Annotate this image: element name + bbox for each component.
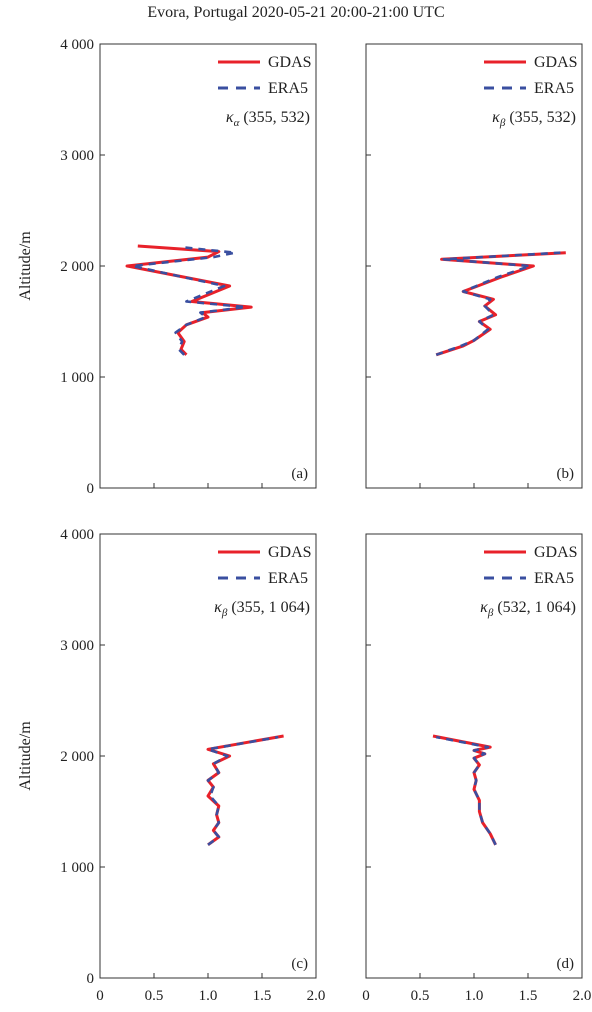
- legend-label-gdas: GDAS: [268, 54, 312, 71]
- legend-label-gdas: GDAS: [534, 54, 578, 71]
- y-tick-label: 0: [87, 971, 95, 987]
- panel-4: 0 0.5 1.0 1.5 2.0 GDAS ERA5 κβ (532, 1 064) (d): [362, 533, 592, 1004]
- y-tick-label: 3 000: [60, 148, 94, 164]
- panel-1: 0 1 000 2 000 3 000 4 000 Altitude/m GDAS ERA5 κ…: [17, 37, 317, 497]
- legend-label-era5: ERA5: [534, 570, 574, 587]
- y-tick-label: 1 000: [60, 860, 94, 876]
- panel-label: (d): [557, 956, 575, 972]
- x-tick-label: 1.5: [519, 988, 538, 1004]
- x-tick-label: 0: [362, 988, 370, 1004]
- y-tick-label: 2 000: [60, 749, 94, 765]
- x-tick-label: 0.5: [411, 988, 430, 1004]
- kappa-annotation: κβ (355, 532): [492, 109, 576, 129]
- y-tick-label: 4 000: [60, 527, 94, 543]
- series-line-era5: [435, 251, 561, 357]
- series-line-era5: [206, 735, 279, 846]
- legend-label-era5: ERA5: [268, 80, 308, 97]
- series-line-era5: [435, 735, 497, 846]
- panel-2: GDAS ERA5 κβ (355, 532) (b): [365, 43, 583, 489]
- series-line-gdas: [125, 244, 253, 356]
- y-tick-label: 0: [87, 481, 95, 497]
- legend-label-era5: ERA5: [534, 80, 574, 97]
- kappa-annotation: κβ (355, 1 064): [214, 599, 310, 619]
- kappa-annotation: κβ (532, 1 064): [480, 599, 576, 619]
- y-tick-label: 1 000: [60, 370, 94, 386]
- legend-label-era5: ERA5: [268, 570, 308, 587]
- panel-3: 0 1 000 2 000 3 000 4 000 0 0.5 1.0 1.5 2.0 Altitu…: [17, 527, 325, 1004]
- series-line-era5: [131, 245, 248, 356]
- legend-label-gdas: GDAS: [534, 544, 578, 561]
- legend-label-gdas: GDAS: [268, 544, 312, 561]
- x-tick-label: 0.5: [145, 988, 164, 1004]
- panel-label: (b): [557, 466, 575, 482]
- x-tick-label: 2.0: [573, 988, 592, 1004]
- x-tick-label: 1.0: [199, 988, 218, 1004]
- x-tick-label: 0: [96, 988, 104, 1004]
- y-tick-label: 3 000: [60, 638, 94, 654]
- kappa-annotation: κα (355, 532): [226, 109, 310, 129]
- x-tick-label: 1.0: [465, 988, 484, 1004]
- series-line-gdas: [206, 734, 284, 847]
- y-axis-label: Altitude/m: [17, 231, 34, 301]
- x-tick-label: 2.0: [307, 988, 326, 1004]
- y-axis-label: Altitude/m: [17, 721, 34, 791]
- figure-title: Evora, Portugal 2020-05-21 20:00-21:00 U…: [147, 4, 445, 21]
- series-line-gdas: [435, 251, 566, 357]
- panel-label: (a): [291, 466, 308, 482]
- panel-label: (c): [291, 956, 308, 972]
- x-tick-label: 1.5: [253, 988, 272, 1004]
- y-tick-label: 2 000: [60, 259, 94, 275]
- y-tick-label: 4 000: [60, 37, 94, 53]
